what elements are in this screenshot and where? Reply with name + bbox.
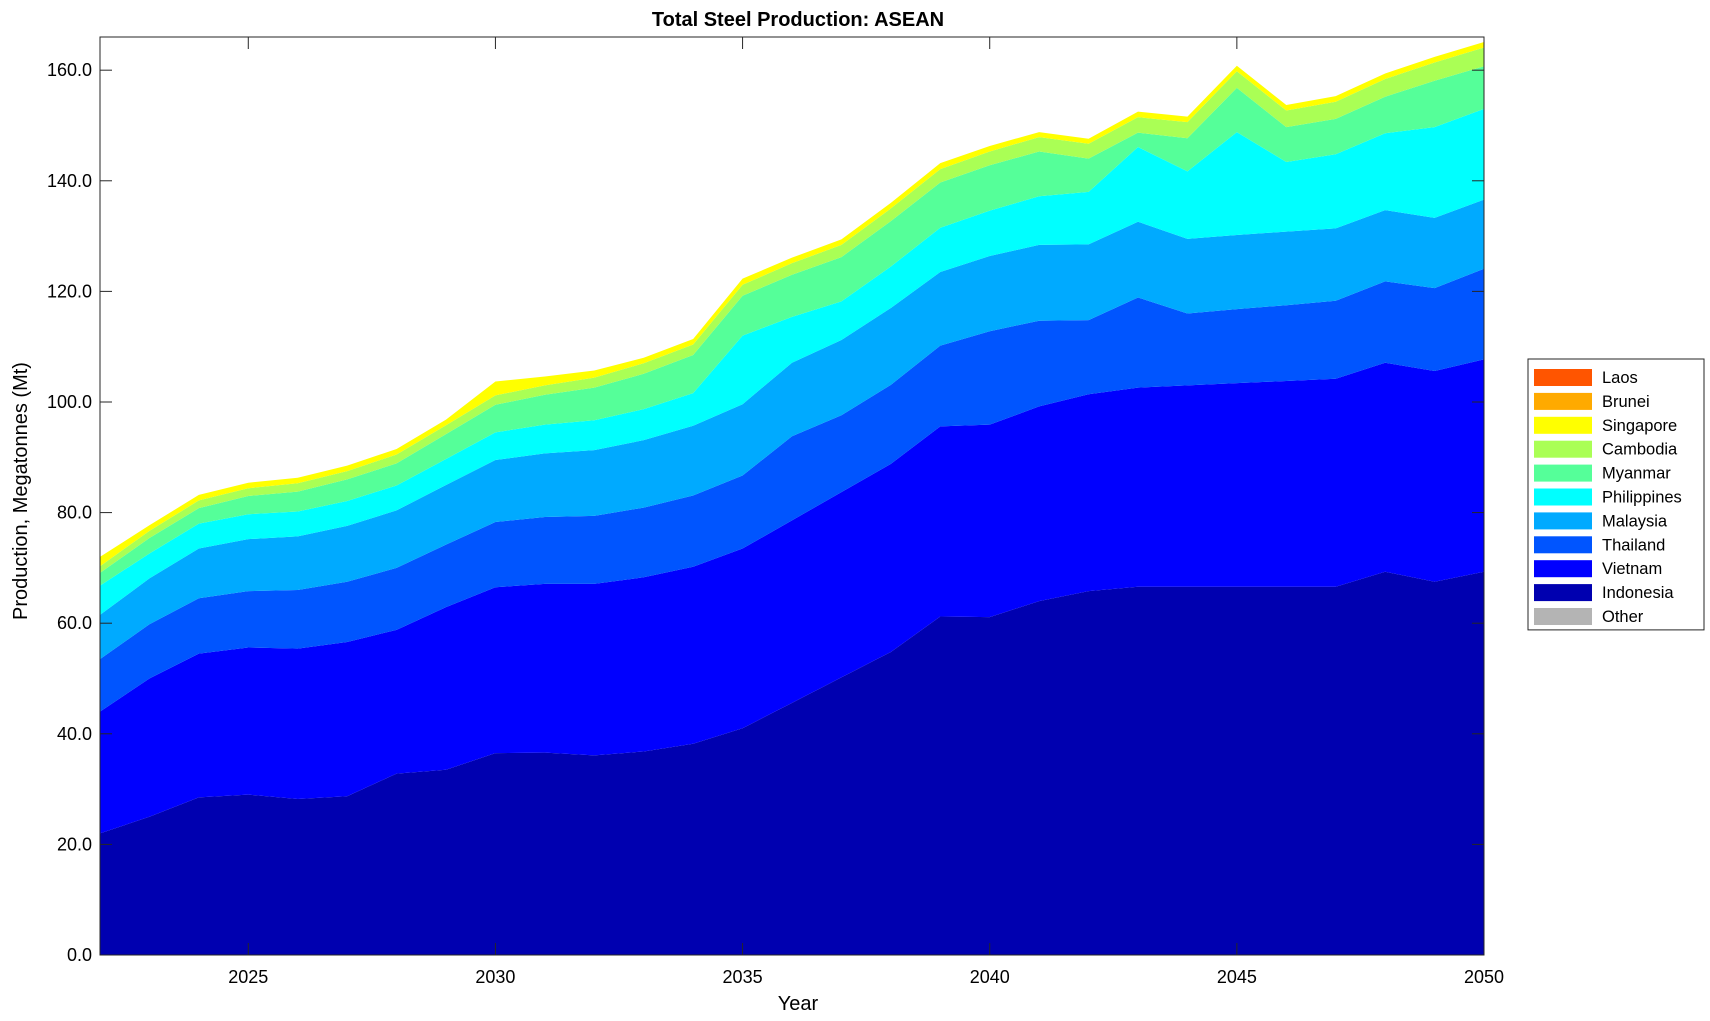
x-tick-label: 2040 [970,967,1010,987]
legend-label-vietnam: Vietnam [1602,560,1662,578]
legend-label-cambodia: Cambodia [1602,441,1678,459]
legend-label-other: Other [1602,608,1644,626]
legend-swatch-brunei [1534,392,1592,410]
area-thailand [100,268,1484,712]
stacked-areas [100,41,1484,955]
x-tick-label: 2030 [475,967,515,987]
legend: Laos Brunei Singapore Cambodia Myanmar Philip… [1527,358,1705,631]
y-tick-label: 20.0 [57,834,92,854]
x-tick-label: 2045 [1217,967,1257,987]
legend-swatch-myanmar [1534,464,1592,482]
y-tick-label: 100.0 [47,392,92,412]
legend-swatch-malaysia [1534,512,1592,530]
legend-swatch-vietnam [1534,560,1592,578]
legend-swatch-singapore [1534,416,1592,434]
area-indonesia [100,571,1484,955]
legend-swatch-indonesia [1534,584,1592,602]
legend-label-laos: Laos [1602,369,1638,387]
legend-swatch-laos [1534,369,1592,386]
legend-swatch-cambodia [1534,440,1592,458]
area-singapore [100,41,1484,567]
legend-label-brunei: Brunei [1602,393,1650,411]
x-axis-label: Year [778,993,819,1015]
x-tick-label: 2025 [228,967,268,987]
y-tick-label: 60.0 [57,613,92,633]
chart-title: Total Steel Production: ASEAN [652,9,944,31]
legend-label-thailand: Thailand [1602,536,1665,554]
y-tick-label: 0.0 [67,945,92,965]
legend-label-malaysia: Malaysia [1602,512,1668,530]
y-axis-label: Production, Megatonnes (Mt) [10,362,32,620]
area-cambodia [100,47,1484,573]
legend-swatch-other [1534,608,1592,625]
plot-frame [99,36,1485,956]
area-vietnam [100,359,1484,834]
y-tick-label: 140.0 [47,171,92,191]
x-tick-label: 2035 [723,967,763,987]
y-tick-label: 40.0 [57,724,92,744]
axes: 2025 2030 2035 2040 2045 2050 0.0 20.0 40.0 60.0 8… [47,36,1504,987]
legend-label-singapore: Singapore [1602,417,1677,435]
legend-label-philippines: Philippines [1602,489,1682,507]
y-tick-label: 120.0 [47,281,92,301]
area-myanmar [100,66,1484,586]
legend-label-indonesia: Indonesia [1602,584,1674,602]
y-tick-label: 80.0 [57,503,92,523]
y-tick-label: 160.0 [47,60,92,80]
area-philippines [100,108,1484,615]
legend-swatch-thailand [1534,536,1592,554]
area-malaysia [100,199,1484,660]
legend-swatch-philippines [1534,488,1592,506]
x-tick-label: 2050 [1464,967,1504,987]
legend-label-myanmar: Myanmar [1602,465,1671,483]
